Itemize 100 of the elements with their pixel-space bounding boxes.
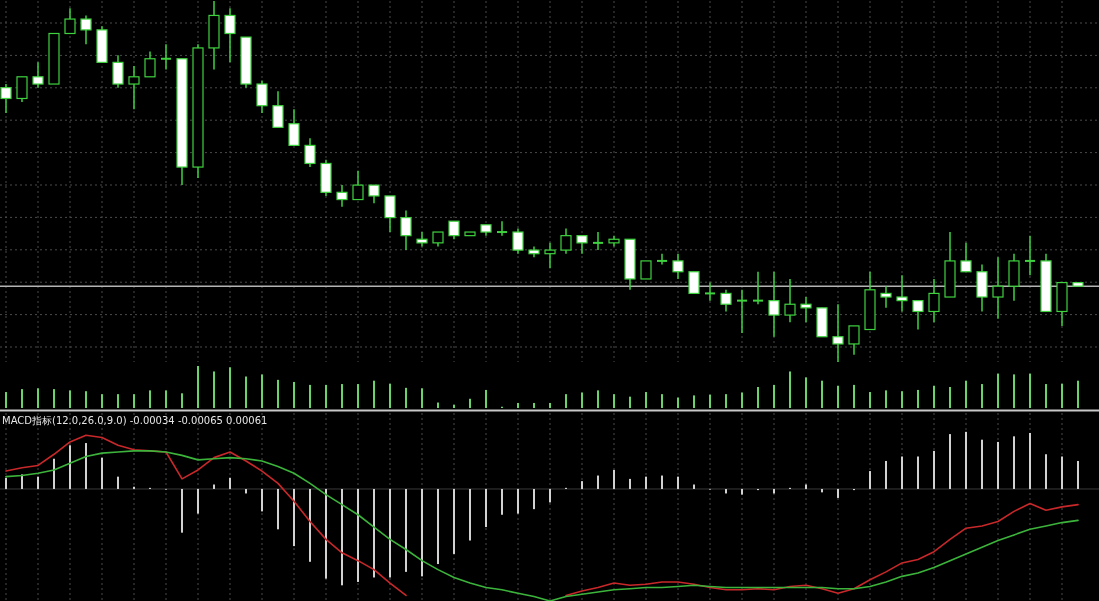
bar: [261, 374, 263, 408]
bar: [165, 390, 167, 408]
candlestick: [160, 43, 172, 71]
bar: [933, 450, 935, 489]
bar: [725, 394, 727, 408]
bar: [949, 387, 951, 408]
bar: [629, 396, 631, 408]
bar: [437, 402, 439, 408]
bar: [1061, 456, 1063, 489]
candlestick: [224, 7, 236, 64]
bar: [933, 385, 935, 408]
bar: [517, 402, 519, 408]
candlestick: [992, 256, 1004, 320]
bar: [741, 392, 743, 408]
candlestick: [272, 90, 284, 129]
candlestick: [784, 278, 796, 324]
bar: [1045, 384, 1047, 408]
candlestick: [880, 285, 892, 309]
bar: [1077, 460, 1079, 489]
bar: [757, 387, 759, 408]
bar: [101, 457, 103, 489]
title: MACD指标(12.0,26.0,9.0) -0.00034 -0.00065 0.00061: [2, 415, 268, 426]
candlestick: [368, 184, 380, 204]
bar: [309, 384, 311, 408]
candlestick: [576, 234, 588, 255]
bar: [117, 394, 119, 408]
candlestick: [288, 108, 300, 147]
candlestick: [752, 271, 764, 305]
bar: [181, 488, 183, 533]
candlestick: [672, 252, 684, 280]
candlestick: [912, 299, 924, 331]
bar: [869, 471, 871, 489]
candlestick: [832, 303, 844, 363]
bar: [245, 376, 247, 408]
candlestick: [80, 14, 92, 46]
bar: [277, 379, 279, 408]
bar: [885, 460, 887, 489]
bar: [1061, 383, 1063, 408]
bar: [917, 456, 919, 489]
bar: [197, 488, 199, 514]
bar: [709, 394, 711, 408]
bar: [213, 371, 215, 408]
candlestick: [0, 83, 12, 114]
bar: [597, 475, 599, 489]
candlestick: [304, 137, 316, 168]
bar: [5, 392, 7, 408]
candlestick: [768, 271, 780, 338]
bar: [181, 393, 183, 408]
bar: [21, 474, 23, 489]
candlestick: [448, 220, 460, 241]
bar: [645, 476, 647, 489]
bar: [613, 394, 615, 408]
bar: [341, 384, 343, 408]
candlestick: [688, 271, 700, 295]
bar: [741, 488, 743, 495]
bar: [453, 488, 455, 554]
bar: [485, 488, 487, 528]
candlestick: [848, 325, 860, 356]
bar: [293, 381, 295, 408]
bar: [597, 390, 599, 408]
bar: [389, 488, 391, 578]
bar: [549, 488, 551, 503]
candlestick: [400, 209, 412, 251]
candlestick: [544, 242, 556, 269]
bar: [869, 392, 871, 408]
bar: [1013, 374, 1015, 408]
bar: [37, 388, 39, 408]
bar: [965, 431, 967, 489]
bar: [261, 488, 263, 512]
bar: [309, 488, 311, 562]
bar: [581, 392, 583, 408]
bar: [149, 390, 151, 408]
bar: [373, 488, 375, 578]
bar: [357, 384, 359, 408]
bar: [1045, 454, 1047, 489]
candlestick: [960, 242, 972, 273]
candlestick: [256, 79, 268, 114]
bar: [421, 488, 423, 577]
bar: [805, 377, 807, 408]
bar: [229, 367, 231, 408]
candlestick: [352, 169, 364, 201]
bar: [949, 434, 951, 489]
bar: [197, 366, 199, 408]
bar: [645, 392, 647, 408]
bar: [85, 391, 87, 408]
bar: [5, 477, 7, 489]
bar: [789, 371, 791, 408]
bar: [533, 402, 535, 408]
candlestick: [512, 227, 524, 255]
candlestick: [640, 260, 652, 280]
bar: [469, 398, 471, 408]
bar: [325, 488, 327, 579]
bar: [1077, 380, 1079, 408]
bar: [661, 475, 663, 489]
candlestick: [16, 76, 28, 103]
candlestick: [592, 231, 604, 251]
candlestick: [128, 65, 140, 111]
bar: [373, 380, 375, 408]
bar: [325, 384, 327, 408]
bar: [437, 488, 439, 565]
